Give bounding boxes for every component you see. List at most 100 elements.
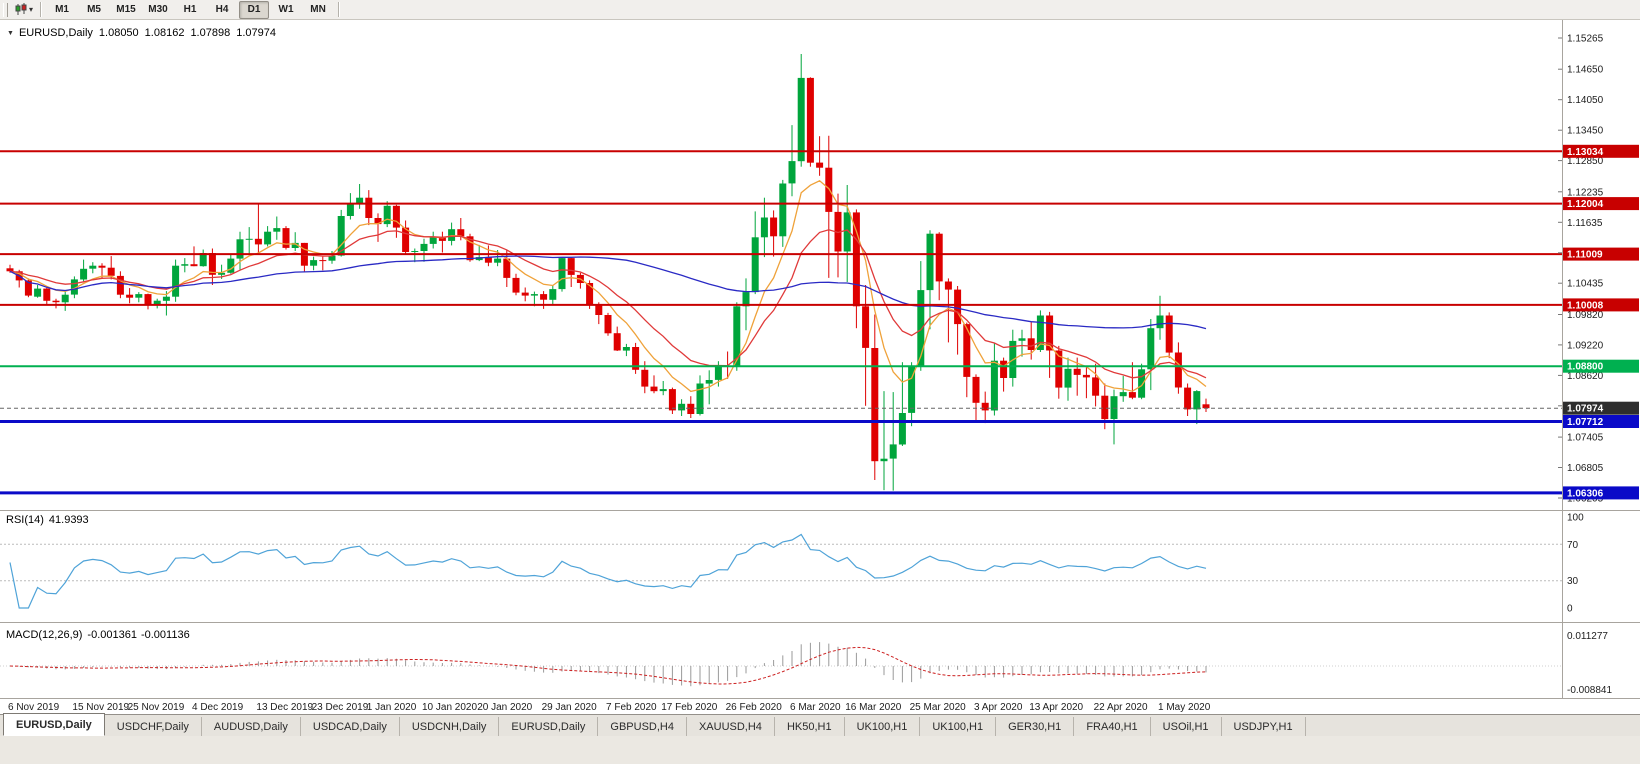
candlestick-chart-icon [15,3,27,15]
date-axis-label: 15 Nov 2019 [72,702,129,713]
date-axis-label: 4 Dec 2019 [192,702,244,713]
price-axis-label: 1.07405 [1567,433,1604,444]
chart-tab-xauusd-h4[interactable]: XAUUSD,H4 [686,717,775,736]
price-axis-label: 1.12850 [1567,156,1604,167]
price-tag[interactable]: 1.12004 [1563,197,1639,211]
price-tag[interactable]: 1.11009 [1563,247,1639,261]
date-axis-label: 17 Feb 2020 [661,702,718,713]
timeframe-button-mn[interactable]: MN [310,4,326,15]
price-axis-label: 1.10435 [1567,279,1604,290]
price-tag[interactable]: 1.13034 [1563,144,1639,158]
timeframe-buttons: M1 M5 M15 M30 H1 H4 D1 W1 MN [46,0,334,20]
chevron-down-icon: ▾ [29,5,34,14]
pane-separators [0,20,1640,699]
chart-tab-usoil-h1[interactable]: USOil,H1 [1150,717,1222,736]
rsi-scale-label: 100 [1567,513,1584,524]
chart-tabs-bar: EURUSD,Daily USDCHF,Daily AUDUSD,Daily USDC… [0,713,1640,736]
date-axis-label: 10 Jan 2020 [422,702,477,713]
chart-tab-hk50-h1[interactable]: HK50,H1 [774,717,845,736]
candles-layer [6,54,1210,491]
slow-ma-line [9,255,1207,330]
chart-tab-usdjpy-h1[interactable]: USDJPY,H1 [1221,717,1306,736]
price-tag[interactable]: 1.07974 [1563,401,1639,415]
price-tag[interactable]: 1.06306 [1563,486,1639,500]
price-axis-label: 1.14050 [1567,95,1604,106]
open-value: 1.08050 [98,27,139,39]
svg-text:1.08800: 1.08800 [1567,362,1604,373]
moving-averages [9,180,1207,393]
rsi-scale-label: 70 [1567,540,1579,551]
rsi-line [9,533,1207,609]
price-axis: 1.15265 1.14650 1.14050 1.13450 1.12850 1.122… [1558,34,1604,505]
price-tags[interactable]: 1.13034 1.12004 1.11009 1.10008 1.08800 1.077… [1563,144,1639,500]
toolbar-separator [40,2,43,17]
medium-ma-line [9,229,1207,379]
timeframe-button-m30[interactable]: M30 [148,4,168,15]
horizontal-levels[interactable] [0,150,1562,495]
chart-tab-eurusd-daily[interactable]: EURUSD,Daily [499,717,599,736]
chart-tab-gbpusd-h4[interactable]: GBPUSD,H4 [598,717,687,736]
date-axis-label: 13 Dec 2019 [256,702,313,713]
chart-tab-usdcnh-daily[interactable]: USDCNH,Daily [399,717,500,736]
date-axis-label: 22 Apr 2020 [1094,702,1148,713]
price-axis-label: 1.13450 [1567,126,1604,137]
date-axis-label: 6 Nov 2019 [8,702,60,713]
price-axis-label: 1.06805 [1567,463,1604,474]
macd-scale-min: -0.008841 [1567,685,1612,696]
svg-text:1.12004: 1.12004 [1567,199,1604,210]
bottom-strip [0,736,1640,764]
date-axis-label: 1 Jan 2020 [367,702,417,713]
high-value: 1.08162 [144,27,185,39]
svg-text:1.10008: 1.10008 [1567,300,1604,311]
chart-tab-fra40-h1[interactable]: FRA40,H1 [1074,717,1151,736]
date-axis-label: 23 Dec 2019 [312,702,369,713]
chart-tab-ger30-h1[interactable]: GER30,H1 [996,717,1075,736]
date-axis-label: 3 Apr 2020 [974,702,1023,713]
price-axis-label: 1.14650 [1567,65,1604,76]
price-axis-label: 1.11635 [1567,218,1603,229]
timeframe-button-m1[interactable]: M1 [55,4,69,15]
chart-tab-audusd-daily[interactable]: AUDUSD,Daily [201,717,301,736]
toolbar-separator [338,2,341,17]
svg-text:1.07712: 1.07712 [1567,417,1604,428]
timeframe-button-h1[interactable]: H1 [183,4,197,15]
chart-window: RSI(14) 41.9393 MACD(12,26,9) -0.001361 -0.… [0,20,1640,714]
toolbar-grip[interactable] [3,2,8,17]
timeframe-button-d1[interactable]: D1 [239,0,270,19]
price-axis-label: 1.15265 [1567,34,1604,45]
date-axis-label: 13 Apr 2020 [1029,702,1083,713]
timeframe-button-h4[interactable]: H4 [215,4,229,15]
fast-ma-line [9,180,1207,393]
rsi-scale-label: 0 [1567,604,1573,615]
price-axis-label: 1.09820 [1567,310,1604,321]
price-chart-canvas[interactable]: RSI(14) 41.9393 MACD(12,26,9) -0.001361 -0.… [0,20,1640,714]
close-value: 1.07974 [236,27,276,39]
price-tag[interactable]: 1.07712 [1563,415,1639,428]
macd-label: MACD(12,26,9) -0.001361 -0.001136 [6,629,190,641]
svg-text:1.06306: 1.06306 [1567,488,1604,499]
price-tag[interactable]: 1.10008 [1563,298,1639,312]
rsi-levels [0,543,1562,582]
timeframe-button-m15[interactable]: M15 [116,4,136,15]
price-tag[interactable]: 1.08800 [1563,359,1639,373]
chart-tab-usdcad-daily[interactable]: USDCAD,Daily [300,717,400,736]
chart-title: ▼ EURUSD,Daily 1.08050 1.08162 1.07898 1… [7,27,276,39]
macd-pane [0,642,1562,687]
macd-scale-max: 0.011277 [1567,631,1608,642]
chart-tab-uk100-h1[interactable]: UK100,H1 [920,717,997,736]
chart-tab-uk100-h1[interactable]: UK100,H1 [844,717,921,736]
chart-tab-usdchf-daily[interactable]: USDCHF,Daily [104,717,202,736]
timeframe-button-m5[interactable]: M5 [87,4,101,15]
price-axis-label: 1.09220 [1567,340,1604,351]
chart-tab-eurusd-daily[interactable]: EURUSD,Daily [3,713,105,736]
price-axis-label: 1.12235 [1567,187,1604,198]
collapse-triangle-icon[interactable]: ▼ [7,29,14,37]
date-axis-label: 16 Mar 2020 [845,702,902,713]
symbol-period-label: EURUSD,Daily [18,27,93,39]
chart-type-button[interactable]: ▾ [12,1,36,19]
timeframes-toolbar: ▾ M1 M5 M15 M30 H1 H4 D1 W1 MN [0,0,1640,20]
date-axis-label: 20 Jan 2020 [477,702,532,713]
date-axis-label: 6 Mar 2020 [790,702,841,713]
timeframe-button-w1[interactable]: W1 [278,4,294,15]
